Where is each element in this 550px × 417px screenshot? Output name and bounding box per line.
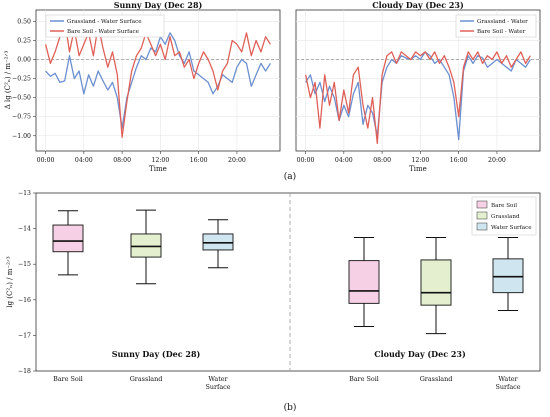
box-body [420, 259, 452, 306]
panel-b-ticks: −13 −14 −15 −16 −17 −18 [18, 190, 36, 375]
panel-a-left-legend: Grassland - Water Surface Bare Soil - Wa… [45, 14, 165, 38]
x-tick-label: Grassland [130, 375, 163, 383]
panel-a-right-legend: Grassland - Water Bare Soil - Water [455, 14, 537, 38]
panel-a-caption: (a) [284, 171, 296, 182]
panel-b: lg (C²ₙ) / m⁻²ᐟ³ −13 −14 −15 −16 −17 −18 Sunn… [6, 190, 541, 391]
panel-b-group-title-cloudy: Cloudy Day (Dec 23) [374, 349, 466, 359]
x-tick-label-line2: Surface [495, 383, 520, 391]
y-tick-label: −16 [18, 297, 31, 304]
panel-b-legend: Bare Soil Grassland Water Surface [471, 196, 537, 236]
series-line-0 [45, 32, 271, 129]
y-tick-label: −18 [18, 368, 31, 375]
y-tick-label: −17 [18, 332, 31, 339]
legend-label-water-surface: Water Surface [491, 225, 532, 231]
y-tick-label: 0.50 [17, 18, 31, 25]
panel-b-frame [35, 192, 541, 372]
legend-swatch-water-surface [476, 222, 488, 231]
series-line-0 [305, 51, 531, 141]
legend-label-grassland: Grassland [491, 214, 520, 220]
x-tick-label: Bare Soil [53, 375, 83, 383]
x-tick-label: 04:00 [335, 157, 353, 164]
x-tick-label: 16:00 [450, 157, 468, 164]
box-body [202, 233, 234, 251]
x-tick-label: 08:00 [113, 157, 131, 164]
panel-a-left: Sunny Day (Dec 28) Time Δ lg (C²ₙ) / m⁻²… [4, 0, 281, 173]
legend-swatch-bare-soil [476, 200, 488, 209]
y-tick-label: −15 [18, 261, 31, 268]
panel-a-right-xlabel: Time [409, 165, 427, 173]
x-tick-label-line2: Surface [205, 383, 230, 391]
legend-label-grassland-water: Grassland - Water [477, 19, 528, 25]
panel-a-left-lines [44, 19, 271, 138]
x-tick-label: 08:00 [373, 157, 391, 164]
x-tick-label: Water [498, 375, 518, 383]
box-body [492, 258, 524, 294]
panel-a-right: Cloudy Day (Dec 23) Time 00:00 04:00 08:00… [295, 0, 541, 173]
box-body [130, 233, 162, 258]
series-line-1 [44, 19, 271, 138]
panel-a-left-ylabel: Δ lg (C²ₙ) / m⁻²ᐟ³ [4, 51, 12, 110]
panel-b-group-title-sunny: Sunny Day (Dec 28) [112, 349, 201, 359]
x-tick-label: 16:00 [190, 157, 208, 164]
series-line-1 [304, 51, 531, 145]
y-tick-label: 0.00 [17, 57, 31, 64]
box-body [348, 260, 380, 304]
y-tick-label: −0.25 [12, 76, 31, 83]
panel-b-ylabel: lg (C²ₙ) / m⁻²ᐟ³ [6, 256, 14, 308]
x-tick-label: 00:00 [37, 157, 55, 164]
y-tick-label: −0.50 [12, 95, 31, 102]
legend-label-bare-soil-water: Bare Soil - Water [477, 29, 526, 35]
x-tick-label: 12:00 [411, 157, 429, 164]
panel-b-caption: (b) [284, 402, 297, 413]
panel-a-right-title: Cloudy Day (Dec 23) [372, 0, 464, 10]
panel-a-left-xlabel: Time [149, 165, 167, 173]
panel-a-left-title: Sunny Day (Dec 28) [114, 0, 203, 10]
legend-label-bare-soil-water-surface: Bare Soil - Water Surface [67, 29, 140, 35]
y-tick-label: −14 [18, 226, 31, 233]
x-tick-label: 04:00 [75, 157, 93, 164]
x-tick-label: 20:00 [228, 157, 246, 164]
y-tick-label: −13 [18, 190, 31, 197]
legend-label-bare-soil: Bare Soil [491, 203, 517, 209]
panel-b-boxes [52, 209, 524, 335]
panel-a-left-ticks: 00:00 04:00 08:00 12:00 16:00 20:00 −1.00 −0.75… [12, 18, 246, 164]
x-tick-label: Grassland [420, 375, 453, 383]
x-tick-label: 12:00 [151, 157, 169, 164]
x-tick-label: Water [208, 375, 228, 383]
y-tick-label: −1.00 [12, 133, 31, 140]
y-tick-label: −0.75 [12, 114, 31, 121]
box-body [52, 224, 84, 253]
legend-swatch-grassland [476, 211, 488, 220]
x-tick-label: 00:00 [297, 157, 315, 164]
legend-label-grassland-water-surface: Grassland - Water Surface [67, 19, 142, 25]
y-tick-label: 0.25 [17, 37, 31, 44]
x-tick-label: Bare Soil [349, 375, 379, 383]
panel-a-right-ticks: 00:00 04:00 08:00 12:00 16:00 20:00 [297, 151, 506, 164]
x-tick-label: 20:00 [488, 157, 506, 164]
panel-a-right-lines [304, 51, 531, 145]
